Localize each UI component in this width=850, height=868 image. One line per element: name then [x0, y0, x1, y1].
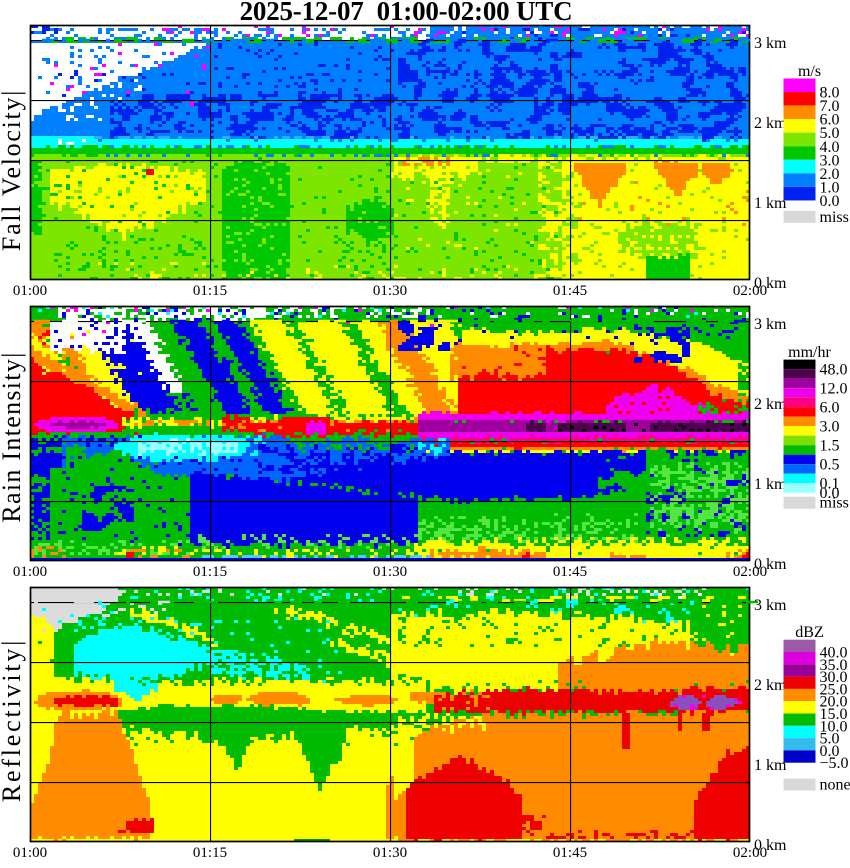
svg-text:01:15: 01:15: [193, 283, 227, 299]
svg-text:01:45: 01:45: [553, 845, 587, 861]
svg-text:10.0: 10.0: [820, 718, 848, 735]
svg-text:3.0: 3.0: [820, 152, 840, 169]
svg-text:0.0: 0.0: [820, 485, 840, 502]
svg-text:01:00: 01:00: [13, 845, 47, 861]
svg-text:01:30: 01:30: [373, 283, 407, 299]
svg-text:25.0: 25.0: [820, 681, 848, 698]
svg-text:0.0: 0.0: [820, 193, 840, 210]
svg-text:15.0: 15.0: [820, 706, 848, 723]
svg-text:Fall Velocity|: Fall Velocity|: [0, 89, 26, 251]
svg-text:−5.0: −5.0: [820, 755, 849, 772]
svg-text:0 km: 0 km: [754, 837, 787, 854]
svg-text:mm/hr: mm/hr: [788, 344, 831, 361]
svg-text:0.5: 0.5: [820, 457, 840, 474]
svg-text:2 km: 2 km: [754, 677, 787, 694]
svg-text:Reflectivity|: Reflectivity|: [0, 638, 26, 802]
svg-text:01:45: 01:45: [553, 564, 587, 580]
svg-text:3.0: 3.0: [820, 419, 840, 436]
svg-text:0 km: 0 km: [754, 275, 787, 292]
svg-text:0 km: 0 km: [754, 556, 787, 573]
svg-text:48.0: 48.0: [820, 362, 848, 379]
svg-text:2 km: 2 km: [754, 115, 787, 132]
svg-text:40.0: 40.0: [820, 645, 848, 662]
svg-text:01:30: 01:30: [373, 564, 407, 580]
svg-text:0.0: 0.0: [820, 743, 840, 760]
svg-text:01:45: 01:45: [553, 283, 587, 299]
svg-text:01:00: 01:00: [13, 283, 47, 299]
svg-text:m/s: m/s: [798, 63, 821, 80]
svg-text:3 km: 3 km: [754, 35, 787, 52]
svg-text:6.0: 6.0: [820, 400, 840, 417]
svg-text:Rain Intensity|: Rain Intensity|: [0, 351, 26, 522]
svg-text:miss: miss: [820, 495, 849, 512]
svg-text:20.0: 20.0: [820, 694, 848, 711]
svg-text:miss: miss: [820, 209, 849, 226]
svg-text:7.0: 7.0: [820, 98, 840, 115]
svg-text:2 km: 2 km: [754, 396, 787, 413]
svg-text:01:15: 01:15: [193, 564, 227, 580]
svg-text:01:15: 01:15: [193, 845, 227, 861]
svg-text:0.1: 0.1: [820, 476, 840, 493]
svg-text:2025-12-07 01:00-02:00 UTC: 2025-12-07 01:00-02:00 UTC: [240, 0, 573, 26]
svg-text:5.0: 5.0: [820, 125, 840, 142]
svg-text:1 km: 1 km: [754, 757, 787, 774]
svg-text:02:00: 02:00: [733, 564, 767, 580]
svg-text:5.0: 5.0: [820, 731, 840, 748]
svg-text:3 km: 3 km: [754, 316, 787, 333]
svg-text:35.0: 35.0: [820, 657, 848, 674]
svg-text:none: none: [820, 777, 850, 794]
svg-text:1 km: 1 km: [754, 476, 787, 493]
svg-text:30.0: 30.0: [820, 669, 848, 686]
svg-text:2.0: 2.0: [820, 166, 840, 183]
svg-text:3 km: 3 km: [754, 597, 787, 614]
svg-text:6.0: 6.0: [820, 112, 840, 129]
svg-text:02:00: 02:00: [733, 283, 767, 299]
svg-text:1 km: 1 km: [754, 195, 787, 212]
svg-text:02:00: 02:00: [733, 845, 767, 861]
svg-text:8.0: 8.0: [820, 85, 840, 102]
svg-text:1.0: 1.0: [820, 179, 840, 196]
svg-text:12.0: 12.0: [820, 381, 848, 398]
svg-text:1.5: 1.5: [820, 438, 840, 455]
svg-text:01:00: 01:00: [13, 564, 47, 580]
svg-text:01:30: 01:30: [373, 845, 407, 861]
svg-text:dBZ: dBZ: [795, 624, 823, 641]
svg-text:4.0: 4.0: [820, 139, 840, 156]
